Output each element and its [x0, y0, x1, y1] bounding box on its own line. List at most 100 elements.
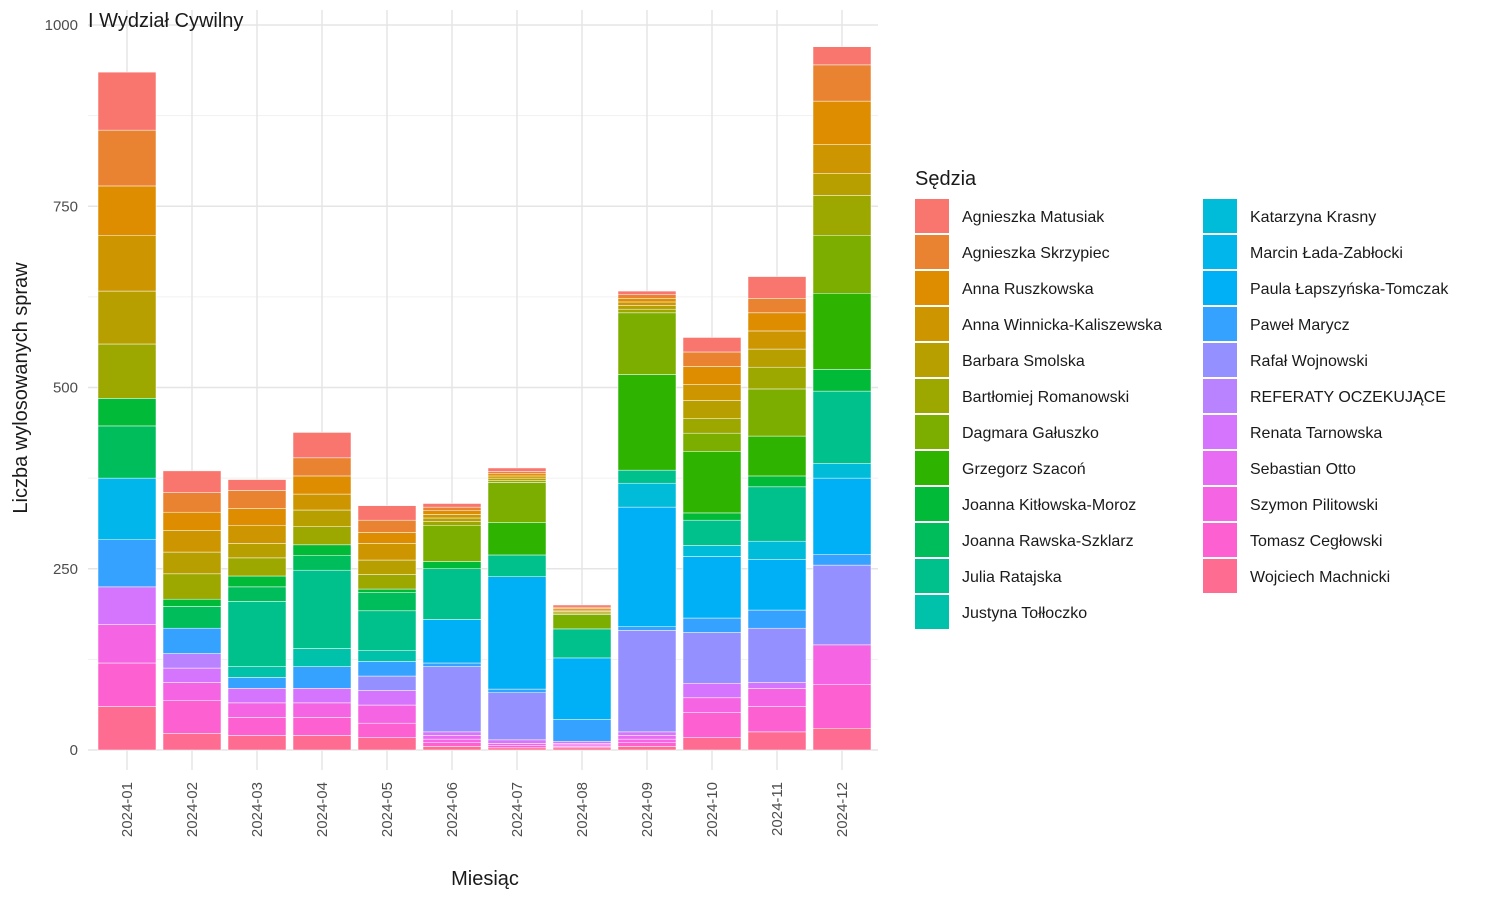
- bar-segment: [292, 717, 352, 736]
- bar-segment: [812, 100, 872, 145]
- bar-segment: [552, 719, 612, 742]
- legend-label: Renata Tarnowska: [1250, 425, 1382, 442]
- bar-segment: [747, 540, 807, 560]
- bar-segment: [97, 185, 157, 236]
- bar-segment: [682, 712, 742, 738]
- bar-segment: [422, 735, 482, 740]
- bar-segment: [422, 510, 482, 515]
- y-tick-label: 0: [70, 742, 78, 759]
- bar-segment: [162, 667, 222, 683]
- legend-swatch: [1203, 235, 1237, 269]
- bar-segment: [617, 305, 677, 310]
- legend-label: Paweł Marycz: [1250, 317, 1350, 334]
- bar-segment: [617, 746, 677, 751]
- y-tick-label: 250: [53, 561, 78, 578]
- bar-segment: [357, 690, 417, 706]
- bar-segment: [682, 366, 742, 385]
- legend-label: Tomasz Cegłowski: [1250, 533, 1382, 550]
- bar-segment: [292, 555, 352, 571]
- bar-segment: [357, 661, 417, 677]
- x-tick-label: 2024-07: [509, 782, 526, 837]
- bar-segment: [682, 519, 742, 546]
- y-tick-label: 750: [53, 198, 78, 215]
- bar-segment: [682, 400, 742, 419]
- bar-segment: [682, 545, 742, 557]
- bar-segment: [292, 735, 352, 751]
- bar-segment: [487, 475, 547, 479]
- bar-segment: [292, 688, 352, 704]
- bar-segment: [617, 374, 677, 471]
- bar-segment: [227, 557, 287, 577]
- y-tick-labels: 0 250 500 750 1000: [45, 17, 78, 759]
- bar-segment: [812, 64, 872, 102]
- bar-segment: [747, 559, 807, 611]
- bar-segment: [357, 650, 417, 662]
- bar-segment: [162, 492, 222, 513]
- bar-segment: [812, 369, 872, 392]
- bar-segment: [747, 330, 807, 350]
- bar-segment: [487, 477, 547, 481]
- x-tick-label: 2024-05: [379, 782, 396, 837]
- legend-label: Dagmara Gałuszko: [962, 425, 1099, 442]
- bar-segment: [97, 477, 157, 540]
- bar-segment: [292, 569, 352, 649]
- bar-segment: [162, 733, 222, 751]
- bar-segment: [292, 493, 352, 511]
- legend-swatch: [1203, 559, 1237, 593]
- legend-label: Julia Ratajska: [962, 569, 1062, 586]
- bar-segment: [422, 521, 482, 526]
- bar-segment: [747, 682, 807, 689]
- legend-label: Rafał Wojnowski: [1250, 353, 1368, 370]
- bar-segment: [227, 508, 287, 526]
- bar-segment: [682, 556, 742, 619]
- bar-segment: [747, 435, 807, 477]
- legend: Agnieszka Matusiak Agnieszka Skrzypiec Ann…: [915, 199, 1449, 629]
- bar-segment: [227, 717, 287, 736]
- bar-segment: [162, 511, 222, 531]
- legend-label: Wojciech Machnicki: [1250, 569, 1390, 586]
- bar-segment: [162, 573, 222, 600]
- legend-label: Bartłomiej Romanowski: [962, 389, 1129, 406]
- bar-segment: [227, 666, 287, 678]
- bar-segment: [162, 551, 222, 575]
- bar-segment: [422, 503, 482, 508]
- bar-segment: [617, 301, 677, 306]
- bar-segment: [487, 473, 547, 477]
- bar-segment: [617, 735, 677, 740]
- y-tick-label: 500: [53, 380, 78, 397]
- bar-segment: [227, 677, 287, 689]
- bar-segment: [422, 619, 482, 664]
- bar-segment: [357, 505, 417, 521]
- bar-segment: [617, 731, 677, 736]
- bar-segment: [292, 544, 352, 556]
- bar-segment: [357, 588, 417, 593]
- bar-segment: [487, 692, 547, 741]
- bar-segment: [97, 343, 157, 399]
- bar-segment: [97, 425, 157, 479]
- x-tick-label: 2024-04: [314, 782, 331, 837]
- bar-segment: [747, 731, 807, 751]
- x-axis-title: Miesiąc: [451, 868, 519, 890]
- bar-segment: [292, 457, 352, 477]
- bar-segment: [162, 530, 222, 553]
- bar-segment: [357, 737, 417, 751]
- bar-segment: [812, 46, 872, 66]
- bar-segment: [617, 312, 677, 375]
- bar-segment: [682, 384, 742, 401]
- x-tick-label: 2024-03: [249, 782, 266, 837]
- legend-label: Grzegorz Szacoń: [962, 461, 1086, 478]
- legend-swatch: [915, 343, 949, 377]
- legend-swatch: [1203, 415, 1237, 449]
- legend-label: Agnieszka Matusiak: [962, 209, 1105, 226]
- legend-label: Paula Łapszyńska-Tomczak: [1250, 281, 1449, 298]
- bar-segment: [227, 479, 287, 491]
- bar-segment: [422, 568, 482, 620]
- x-tick-label: 2024-02: [184, 782, 201, 837]
- bar-segment: [227, 575, 287, 588]
- legend-swatch: [915, 415, 949, 449]
- bar-segment: [747, 312, 807, 332]
- bar-segment: [227, 490, 287, 509]
- bar-segment: [227, 688, 287, 704]
- bar-segment: [422, 666, 482, 733]
- legend-label: Anna Ruszkowska: [962, 281, 1094, 298]
